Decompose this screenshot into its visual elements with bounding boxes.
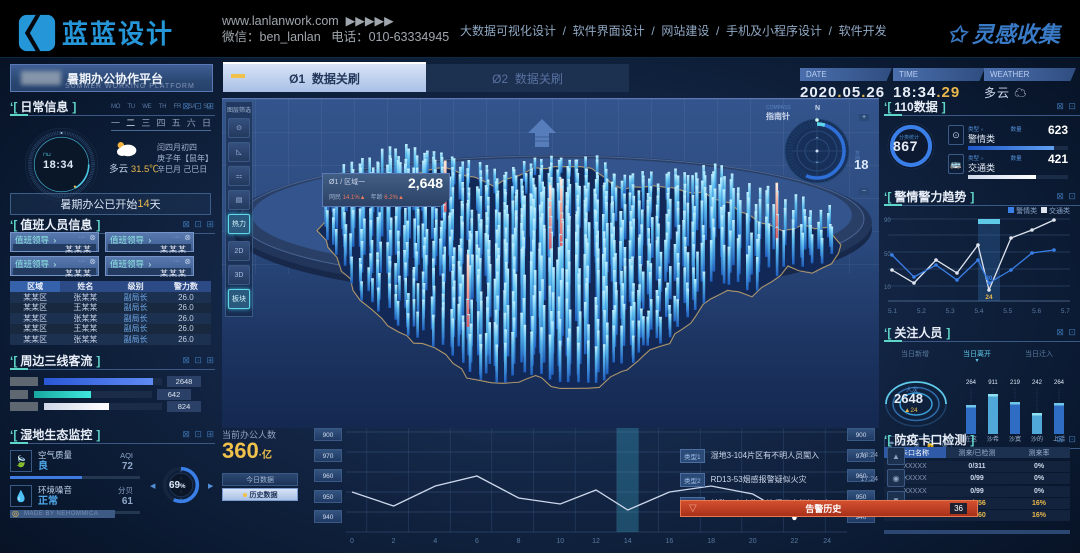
svg-text:14: 14 — [624, 538, 632, 545]
svg-text:219: 219 — [1010, 380, 1021, 386]
svg-text:90: 90 — [884, 218, 891, 224]
svg-text:264: 264 — [966, 380, 977, 386]
svg-text:6: 6 — [475, 538, 479, 545]
svg-text:⌄: ⌄ — [814, 158, 820, 165]
svg-text:18: 18 — [707, 538, 715, 545]
svg-text:911: 911 — [988, 380, 998, 386]
svg-text:20: 20 — [749, 538, 757, 545]
svg-text:24: 24 — [985, 294, 993, 301]
svg-text:24: 24 — [823, 538, 831, 545]
svg-text:242: 242 — [1032, 380, 1043, 386]
svg-text:10: 10 — [556, 538, 564, 545]
svg-text:22: 22 — [791, 538, 799, 545]
svg-text:2: 2 — [392, 538, 396, 545]
svg-text:0: 0 — [350, 538, 354, 545]
svg-text:12: 12 — [592, 538, 600, 545]
svg-text:30: 30 — [986, 276, 993, 282]
svg-text:4: 4 — [433, 538, 437, 545]
svg-text:264: 264 — [1054, 380, 1065, 386]
svg-text:⌄: ⌄ — [986, 223, 992, 230]
svg-text:⌃: ⌃ — [814, 136, 820, 144]
svg-text:10: 10 — [884, 285, 891, 291]
svg-text:8: 8 — [517, 538, 521, 545]
svg-text:16: 16 — [666, 538, 674, 545]
